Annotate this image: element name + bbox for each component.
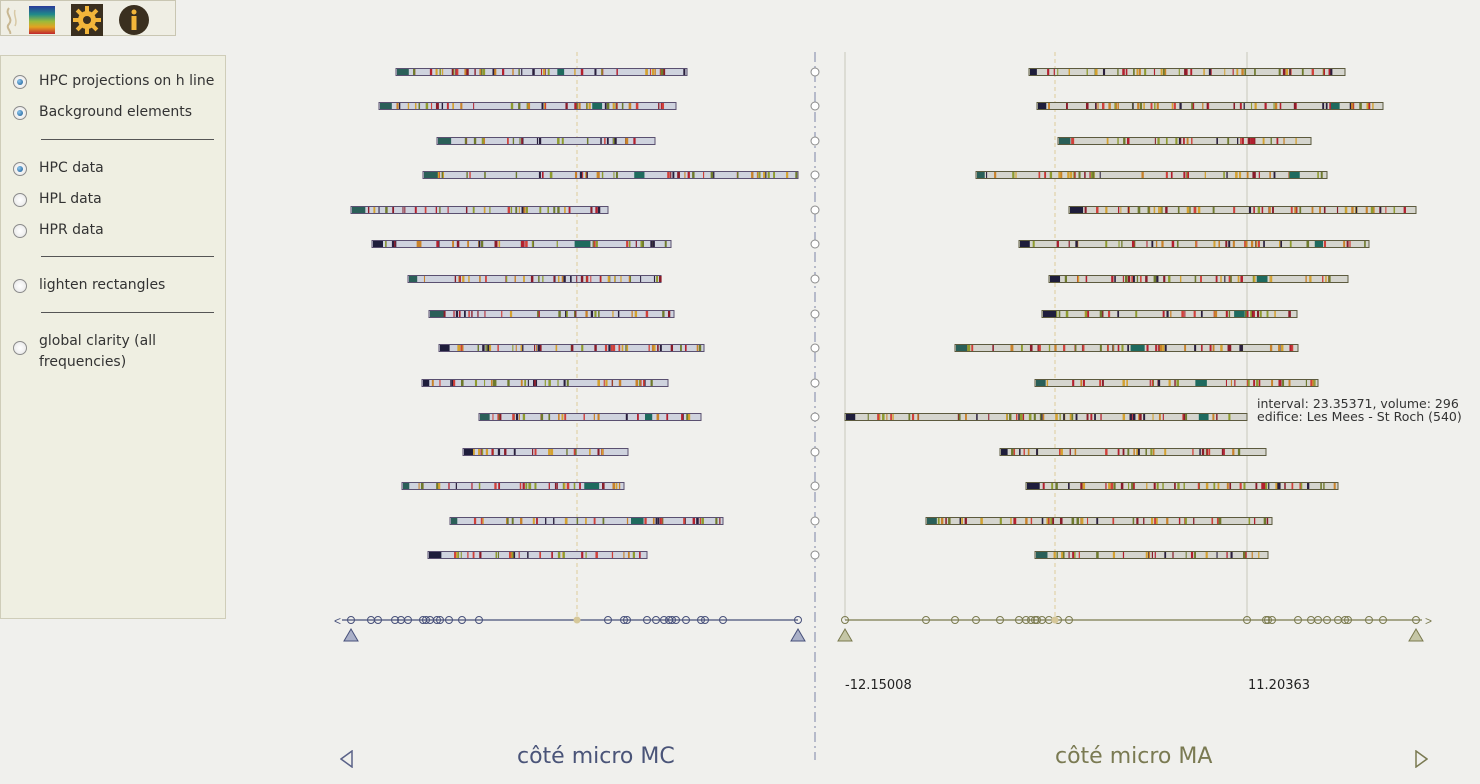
row-marker[interactable] [810,481,820,491]
separator [41,139,214,140]
mc-interval-bar[interactable] [395,68,688,76]
mc-interval-bar[interactable] [350,206,609,214]
ma-interval-bar[interactable] [844,413,1248,421]
mc-interval-bar[interactable] [462,448,629,456]
mc-interval-bar[interactable] [478,413,702,421]
mc-side-label: côté micro MC [517,744,675,769]
row-marker[interactable] [810,67,820,77]
option-background-elements[interactable]: Background elements [13,104,192,120]
option-label: lighten rectangles [39,277,166,293]
ma-min-triangle[interactable] [837,628,853,642]
mc-interval-bar[interactable] [438,344,705,352]
ma-interval-bar[interactable] [999,448,1267,456]
ma-max-label: 11.20363 [1248,678,1311,693]
ma-min-label: -12.15008 [845,678,912,693]
radio-icon[interactable] [13,193,27,207]
prev-arrow-icon[interactable] [340,750,354,768]
row-marker[interactable] [810,101,820,111]
row-marker[interactable] [810,412,820,422]
options-panel: HPC projections on h line Background ele… [0,55,226,619]
option-label: global clarity (all frequencies) [39,333,157,370]
option-label: HPR data [39,222,104,238]
radio-icon[interactable] [13,279,27,293]
ma-interval-bar[interactable] [925,517,1273,525]
mc-axis: < [334,614,806,642]
info-icon[interactable] [118,4,150,36]
row-marker[interactable] [810,239,820,249]
axes: < > [334,614,1432,642]
ma-interval-bar[interactable] [1048,275,1349,283]
mc-bars [350,68,799,559]
option-label: HPC projections on h line [39,73,215,89]
mc-interval-bar[interactable] [436,137,656,145]
ma-max-triangle[interactable] [1408,628,1424,642]
mc-max-triangle[interactable] [790,628,806,642]
option-label: HPL data [39,191,102,207]
mc-min-triangle[interactable] [343,628,359,642]
mc-interval-bar[interactable] [421,379,669,387]
ma-interval-bar[interactable] [1034,379,1319,387]
ma-side-label: côté micro MA [1055,744,1213,769]
mc-interval-bar[interactable] [371,240,672,248]
tooltip: interval: 23.35371, volume: 296 edifice:… [1257,397,1462,423]
mc-interval-bar[interactable] [428,310,675,318]
row-marker[interactable] [810,274,820,284]
ma-interval-bar[interactable] [1034,551,1269,559]
mc-interval-bar[interactable] [407,275,662,283]
ma-interval-bar[interactable] [1057,137,1312,145]
tooltip-line-2: edifice: Les Mees - St Roch (540) [1257,409,1462,424]
row-marker[interactable] [810,378,820,388]
row-marker[interactable] [810,136,820,146]
row-marker[interactable] [810,205,820,215]
row-marker[interactable] [810,550,820,560]
ma-interval-bar[interactable] [975,171,1328,179]
row-marker[interactable] [810,516,820,526]
option-label: Background elements [39,104,192,120]
ma-interval-bar[interactable] [1018,240,1370,248]
ma-interval-bar[interactable] [954,344,1299,352]
mc-interval-bar[interactable] [401,482,625,490]
toolbar [0,0,176,36]
center-divider [810,52,820,760]
radio-icon[interactable] [13,75,27,89]
ma-interval-bar[interactable] [1068,206,1417,214]
color-scale-icon[interactable] [29,6,57,34]
ma-axis: > [837,614,1432,642]
option-hpr-data[interactable]: HPR data [13,222,104,238]
radio-icon[interactable] [13,106,27,120]
tooltip-line-1: interval: 23.35371, volume: 296 [1257,396,1459,411]
row-marker[interactable] [810,447,820,457]
option-hpc-projections[interactable]: HPC projections on h line [13,73,214,89]
option-lighten-rectangles[interactable]: lighten rectangles [13,277,165,293]
svg-text:>: > [1425,614,1432,628]
mc-interval-bar[interactable] [449,517,724,525]
mc-interval-bar[interactable] [378,102,677,110]
ma-interval-bar[interactable] [1041,310,1298,318]
svg-text:<: < [334,614,341,628]
ma-bars [844,68,1417,559]
radio-icon[interactable] [13,224,27,238]
row-marker[interactable] [810,170,820,180]
radio-icon[interactable] [13,341,27,355]
mc-interval-bar[interactable] [427,551,648,559]
option-label: HPC data [39,160,104,176]
option-hpl-data[interactable]: HPL data [13,191,102,207]
ma-interval-bar[interactable] [1028,68,1346,76]
guide-lines [576,52,1248,620]
row-marker[interactable] [810,309,820,319]
mc-interval-bar[interactable] [422,171,799,179]
separator [41,312,214,313]
gear-icon[interactable] [71,4,103,36]
option-hpc-data[interactable]: HPC data [13,160,104,176]
ma-interval-bar[interactable] [1025,482,1339,490]
row-marker[interactable] [810,343,820,353]
ma-interval-bar[interactable] [1036,102,1384,110]
radio-icon[interactable] [13,162,27,176]
separator [41,256,214,257]
wave-icon[interactable] [1,6,23,34]
next-arrow-icon[interactable] [1414,750,1428,768]
option-global-clarity[interactable]: global clarity (all frequencies) [13,331,183,373]
